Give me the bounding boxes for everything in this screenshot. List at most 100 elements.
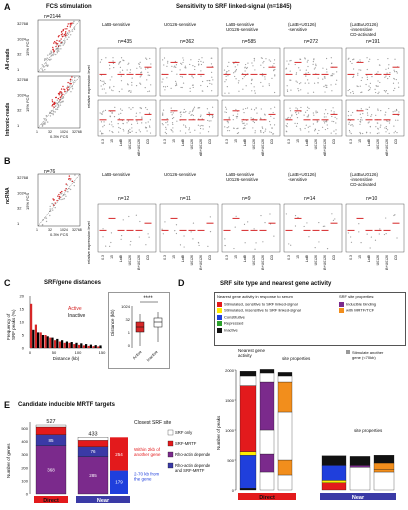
dot [295, 72, 298, 74]
dot [212, 79, 214, 81]
dot [274, 75, 276, 77]
dot [330, 110, 332, 112]
dot [181, 63, 183, 65]
dot [331, 62, 333, 64]
group-n: n=11 [180, 196, 191, 202]
dot [347, 110, 350, 113]
scatter-point-bg [43, 117, 45, 120]
dot [264, 222, 266, 224]
dot [146, 108, 148, 111]
dotplot-xtick: 15 [110, 139, 114, 143]
dot [166, 118, 168, 120]
dot [380, 110, 382, 112]
dot [175, 232, 177, 235]
dot [170, 107, 172, 109]
dot [385, 68, 387, 70]
dot [395, 108, 398, 111]
dotplot-frame [159, 99, 219, 137]
dot [118, 63, 120, 65]
dot [246, 67, 248, 70]
scatter-point-up [59, 96, 62, 98]
dot [360, 121, 362, 123]
dotplot-xtick: CD [208, 139, 212, 145]
dotplot-xtick: LatB+U0126 [323, 139, 327, 156]
scatter-point-bg [50, 52, 52, 54]
dot [144, 126, 147, 128]
group-n: n=272 [304, 39, 318, 45]
scatter-point-up [59, 91, 61, 93]
e-bar-segment [35, 424, 67, 428]
dot [223, 69, 226, 71]
dot [242, 78, 244, 80]
near-activity-segment [321, 455, 347, 466]
dot [387, 120, 389, 122]
dot [245, 107, 247, 110]
dot [122, 219, 124, 221]
dot [175, 82, 177, 84]
sensitivity-title: Sensitivity to SRF linked-signal (n=1845… [176, 4, 292, 10]
legend-label: Stimulated, sensitive to SRF linked-sign… [224, 301, 298, 307]
dot [312, 61, 314, 63]
dot [197, 60, 200, 63]
dot [296, 117, 299, 119]
dot [200, 60, 202, 62]
dot [227, 122, 229, 124]
scatter-ytick: 1 [17, 67, 20, 72]
dot [224, 244, 226, 247]
dotplot-xtick: LatB [181, 254, 185, 262]
dot [174, 65, 176, 67]
dot [356, 85, 358, 87]
dot [112, 131, 114, 134]
scatter-point-bg [53, 53, 55, 55]
dot [138, 236, 140, 238]
scatter-point-up [60, 88, 63, 90]
hist-bar-active [68, 342, 71, 348]
hist-xtick: 50 [52, 350, 57, 355]
dot [333, 111, 335, 113]
group-title: U0126-sensitive [226, 27, 259, 32]
dotplot-xtick: LatB [119, 254, 123, 262]
dot [347, 115, 350, 117]
dot [288, 243, 290, 245]
dot [367, 114, 369, 116]
panel-a-label: A [4, 2, 11, 12]
dot [147, 90, 149, 93]
dot [190, 231, 192, 233]
dot [312, 63, 314, 66]
dot [366, 108, 369, 111]
scatter-xtick: 32 [48, 228, 52, 232]
dot [260, 108, 262, 110]
hist-bar-inactive [51, 337, 54, 348]
scatter-point-up [61, 35, 64, 38]
dotplot-xtick: 15 [296, 255, 300, 259]
dot [289, 60, 291, 62]
dotplot-xtick: 15 [110, 255, 114, 259]
dot [366, 68, 368, 71]
dot [366, 57, 368, 59]
dot [194, 129, 196, 131]
dot [360, 69, 362, 71]
e-legend-label: SRF-MRTF [175, 441, 197, 446]
scatter-point-bg [73, 79, 76, 82]
scatter-point-up [63, 88, 65, 90]
legend-right-title: SRF site properties: [339, 294, 375, 299]
dot [286, 60, 288, 62]
scatter-ytick: 32768 [17, 21, 29, 26]
scatter-point-bg [56, 44, 58, 46]
dot [141, 122, 143, 124]
dot [294, 214, 297, 217]
dot [270, 115, 272, 117]
dotplot-frame [221, 47, 281, 97]
dot [313, 68, 316, 70]
scatter-xtick: 32 [48, 130, 52, 134]
dot [164, 86, 167, 88]
scatter-point-up [59, 191, 62, 194]
dot [103, 80, 105, 82]
dot [209, 216, 211, 218]
group-n: n=362 [180, 39, 194, 45]
dot [274, 68, 276, 71]
scatter-point-bg [46, 65, 49, 67]
group-title: -sensitive [288, 177, 308, 182]
d-ytick: 500 [227, 458, 234, 463]
dot [184, 125, 187, 127]
